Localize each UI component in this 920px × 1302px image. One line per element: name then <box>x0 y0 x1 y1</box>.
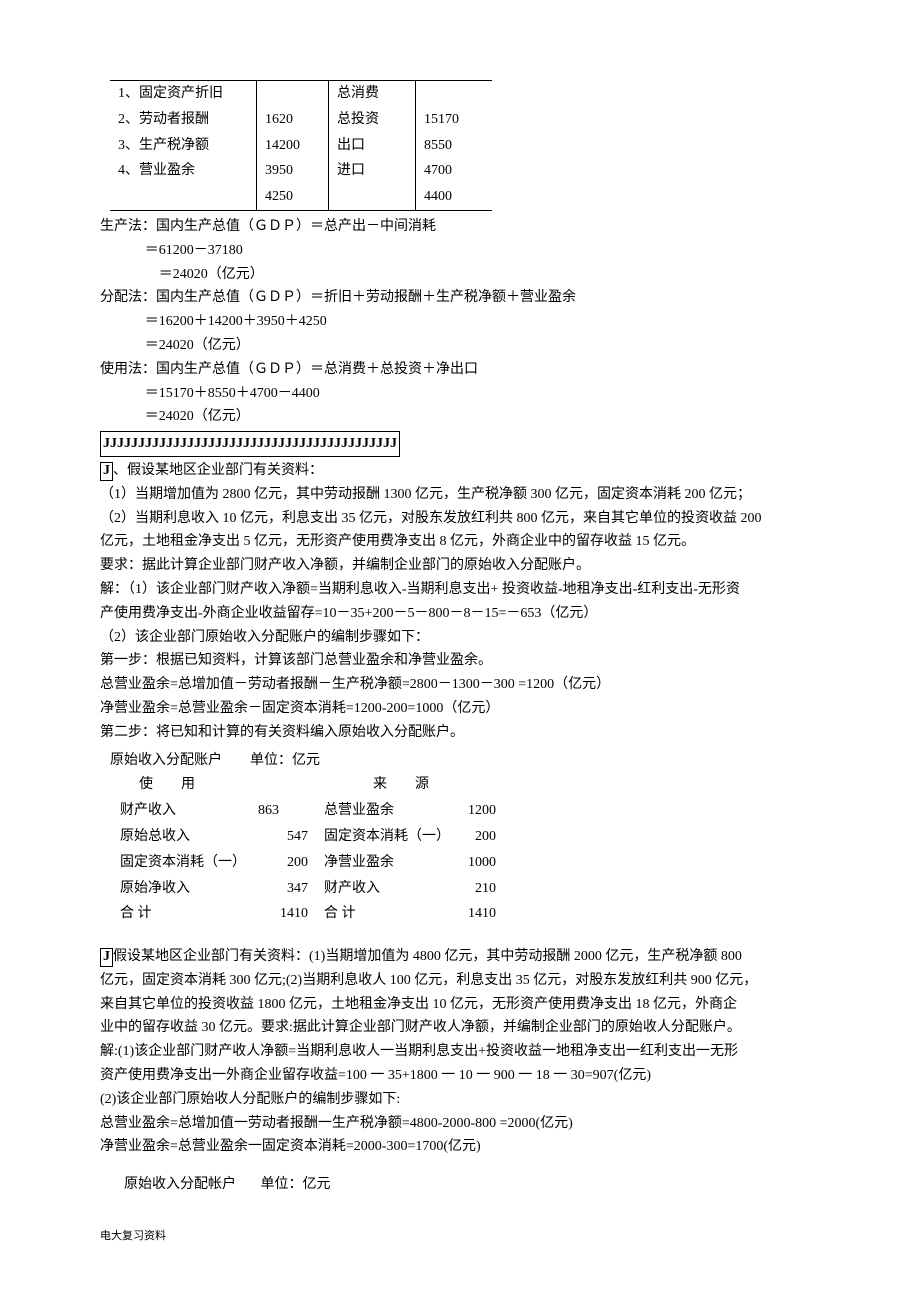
j2-l3: 来自其它单位的投资收益 1800 亿元，土地租金净支出 10 亿元，无形资产使用… <box>100 993 835 1017</box>
cell: 1、固定资产折旧 <box>110 81 257 107</box>
cell: 总消费 <box>329 81 416 107</box>
j1-l9: 总营业盈余=总增加值－劳动者报酬－生产税净额=2800－1300－300 =12… <box>100 673 835 697</box>
cell: 3950 <box>257 158 329 184</box>
cell: 4、营业盈余 <box>110 158 257 184</box>
j2-l7: (2)该企业部门原始收人分配账户的编制步骤如下: <box>100 1088 835 1112</box>
gdp-dist-3: ＝24020（亿元） <box>100 334 835 358</box>
cell: 200 <box>460 824 516 850</box>
cell <box>416 81 493 107</box>
cell: 347 <box>252 876 314 902</box>
j2-l5: 解:(1)该企业部门财产收人净额=当期利息收人一当期利息支出+投资收益一地租净支… <box>100 1040 835 1064</box>
cell <box>110 184 257 210</box>
j1-l7: （2）该企业部门原始收入分配账户的编制步骤如下： <box>100 626 835 650</box>
j1-l3: 亿元，土地租金净支出 5 亿元，无形资产使用费净支出 8 亿元，外商企业中的留存… <box>100 530 835 554</box>
j1-l5: 解：（1）该企业部门财产收入净额=当期利息收入-当期利息支出+ 投资收益-地租净… <box>100 578 835 602</box>
cell: 财产收入 <box>110 798 252 824</box>
cell: 固定资本消耗（一） <box>314 824 460 850</box>
gdp-dist-2: ＝16200＋14200＋3950＋4250 <box>100 310 835 334</box>
cell: 4400 <box>416 184 493 210</box>
cell: 547 <box>252 824 314 850</box>
j2-l6: 资产使用费净支出一外商企业留存收益=100 一 35+1800 一 10 一 9… <box>100 1064 835 1088</box>
gdp-dist-1: 分配法：国内生产总值（ＧＤＰ）＝折旧＋劳动报酬＋生产税净额＋营业盈余 <box>100 286 835 310</box>
cell: 1620 <box>257 107 329 133</box>
cell <box>257 81 329 107</box>
j2-l9: 净营业盈余=总营业盈余一固定资本消耗=2000-300=1700(亿元) <box>100 1135 835 1159</box>
cell: 1410 <box>460 901 516 927</box>
cell: 净营业盈余 <box>314 850 460 876</box>
cell: 总投资 <box>329 107 416 133</box>
cell: 3、生产税净额 <box>110 133 257 159</box>
gdp-use-3: ＝24020（亿元） <box>100 405 835 429</box>
acct1-h2: 来源 <box>314 772 516 798</box>
cell: 210 <box>460 876 516 902</box>
separator-j: JJJJJJJJJJJJJJJJJJJJJJJJJJJJJJJJJJJJJJJJ… <box>100 431 400 457</box>
j-marker: J <box>100 462 113 481</box>
j1-l8: 第一步：根据已知资料，计算该部门总营业盈余和净营业盈余。 <box>100 649 835 673</box>
cell: 进口 <box>329 158 416 184</box>
page-footer: 电大复习资料 <box>100 1227 835 1246</box>
j2-l8: 总营业盈余=总增加值一劳动者报酬一生产税净额=4800-2000-800 =20… <box>100 1112 835 1136</box>
acct1-title: 原始收入分配账户 单位：亿元 <box>100 749 835 773</box>
cell: 1200 <box>460 798 516 824</box>
cell: 1000 <box>460 850 516 876</box>
j1-l2: （2）当期利息收入 10 亿元，利息支出 35 亿元，对股东发放红利共 800 … <box>100 507 835 531</box>
cell: 原始总收入 <box>110 824 252 850</box>
gdp-data-table: 1、固定资产折旧 总消费 2、劳动者报酬 1620 总投资 15170 3、生产… <box>110 80 492 211</box>
j1-head: 、假设某地区企业部门有关资料： <box>113 463 323 478</box>
cell: 总营业盈余 <box>314 798 460 824</box>
gdp-prod-3: ＝24020（亿元） <box>100 263 835 287</box>
cell: 8550 <box>416 133 493 159</box>
cell: 1410 <box>252 901 314 927</box>
cell: 原始净收入 <box>110 876 252 902</box>
cell <box>329 184 416 210</box>
cell: 固定资本消耗（一） <box>110 850 252 876</box>
j1-l1: （1）当期增加值为 2800 亿元，其中劳动报酬 1300 亿元，生产税净额 3… <box>100 483 835 507</box>
cell: 4700 <box>416 158 493 184</box>
j2-l1: 假设某地区企业部门有关资料：(1)当期增加值为 4800 亿元，其中劳动报酬 2… <box>113 949 742 964</box>
acct1-table: 使用 来源 财产收入 863 总营业盈余 1200 原始总收入 547 固定资本… <box>110 772 516 927</box>
gdp-use-2: ＝15170＋8550＋4700－4400 <box>100 382 835 406</box>
j2-l2: 亿元，固定资本消耗 300 亿元;(2)当期利息收人 100 亿元，利息支出 3… <box>100 969 835 993</box>
cell: 合 计 <box>110 901 252 927</box>
j1-l4: 要求：据此计算企业部门财产收入净额，并编制企业部门的原始收入分配账户。 <box>100 554 835 578</box>
gdp-use-1: 使用法：国内生产总值（ＧＤＰ）＝总消费＋总投资＋净出口 <box>100 358 835 382</box>
cell: 15170 <box>416 107 493 133</box>
j-marker-2: J <box>100 948 113 967</box>
cell: 4250 <box>257 184 329 210</box>
acct2-title: 原始收入分配帐户 单位：亿元 <box>100 1173 835 1197</box>
j2-l4: 业中的留存收益 30 亿元。要求:据此计算企业部门财产收人净额，并编制企业部门的… <box>100 1016 835 1040</box>
acct1-h1: 使用 <box>110 772 252 798</box>
cell: 财产收入 <box>314 876 460 902</box>
cell: 200 <box>252 850 314 876</box>
cell: 2、劳动者报酬 <box>110 107 257 133</box>
j1-l6: 产使用费净支出-外商企业收益留存=10－35+200－5－800－8－15=－6… <box>100 602 835 626</box>
cell: 863 <box>252 798 314 824</box>
gdp-prod-2: ＝61200－37180 <box>100 239 835 263</box>
j1-l11: 第二步：将已知和计算的有关资料编入原始收入分配账户。 <box>100 721 835 745</box>
cell: 合 计 <box>314 901 460 927</box>
j1-l10: 净营业盈余=总营业盈余－固定资本消耗=1200-200=1000（亿元） <box>100 697 835 721</box>
cell: 14200 <box>257 133 329 159</box>
gdp-prod-1: 生产法：国内生产总值（ＧＤＰ）＝总产出－中间消耗 <box>100 215 835 239</box>
cell: 出口 <box>329 133 416 159</box>
